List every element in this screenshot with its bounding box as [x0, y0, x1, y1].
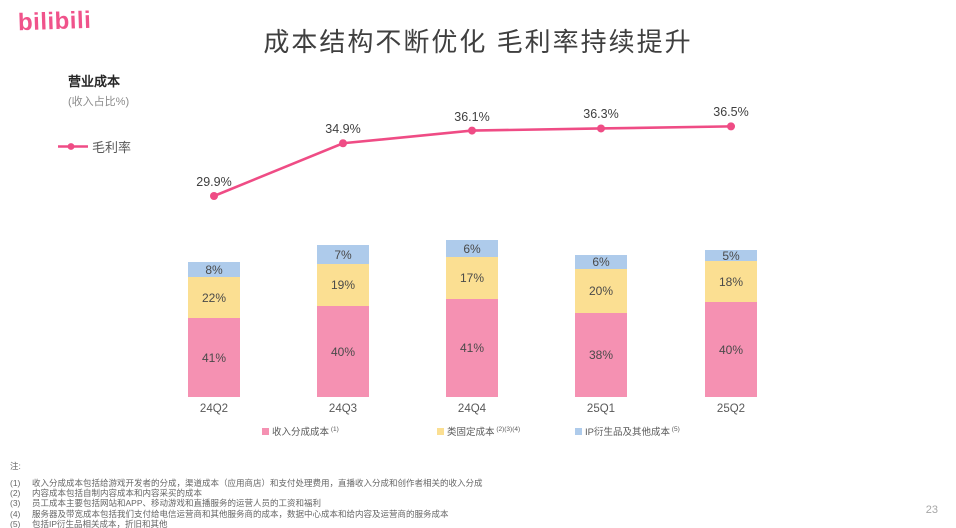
footnotes-heading: 注: — [10, 461, 21, 471]
legend-footnote-ref: (5) — [669, 425, 680, 433]
x-axis-label: 24Q4 — [457, 403, 487, 415]
bar-segment-label: 38% — [588, 348, 614, 362]
footnote-number: (5) — [10, 518, 21, 528]
bar-segment-label: 6% — [463, 241, 481, 256]
footnote: (5) 包括IP衍生品相关成本，折旧和其他 — [10, 519, 836, 528]
bar-segment: 40% — [317, 306, 369, 397]
line-point-label: 36.3% — [583, 107, 619, 122]
line-point — [339, 139, 347, 148]
line-point — [727, 122, 735, 131]
bar-segment-label: 7% — [334, 247, 352, 262]
footnote-number: (2) — [10, 488, 21, 499]
legend-label: 类固定成本 — [447, 427, 495, 438]
footnote-text: 内容成本包括自制内容成本和内容采买的成本 — [32, 488, 203, 499]
legend-footnote-ref: (1) — [329, 425, 339, 433]
bar-segment-label: 19% — [330, 278, 356, 292]
legend-swatch-icon — [262, 428, 269, 435]
footnote-text: 收入分成成本包括给游戏开发者的分成，渠道成本（应用商店）和支付处理费用，直播收入… — [32, 478, 483, 488]
line-point — [210, 192, 218, 200]
legend-item: 收入分成成本 (1) — [262, 424, 339, 438]
slide-title: 成本结构不断优化 毛利率持续提升 — [263, 27, 693, 57]
bar-segment-label: 18% — [718, 274, 744, 289]
x-axis-label: 24Q3 — [328, 403, 358, 415]
bar-segment: 18% — [705, 261, 757, 302]
footnote: (4) 服务器及带宽成本包括我们支付给电信运营商和其他服务商的成本，数据中心成本和… — [10, 509, 836, 519]
line-point-label: 36.1% — [454, 109, 490, 124]
x-axis-label: 24Q2 — [199, 403, 229, 415]
bar-segment: 22% — [188, 277, 240, 318]
y-axis-title: 营业成本 (收入占比%) — [68, 71, 129, 109]
bar-24Q3: 40% 19% 7% — [317, 245, 369, 397]
bar-segment: 41% — [188, 318, 240, 397]
bar-segment: 5% — [705, 248, 757, 263]
footnote: (2) 内容成本包括自制内容成本和内容采买的成本 — [10, 488, 836, 498]
bar-segment-label: 22% — [201, 290, 227, 305]
page-number: 23 — [925, 504, 938, 516]
line-marker-icon — [58, 143, 88, 150]
footnote-number: (1) — [10, 478, 21, 488]
footnote: (3) 员工成本主要包括网站和APP、移动游戏和直播服务的运营人员的工资和福利 — [10, 498, 836, 508]
line-point-label: 29.9% — [196, 175, 232, 189]
line-point — [597, 124, 605, 133]
bar-25Q1: 38% 20% 6% — [575, 255, 627, 397]
bar-segment: 40% — [705, 302, 757, 397]
axis-title-text: 营业成本 — [68, 74, 121, 89]
bar-segment-label: 5% — [722, 248, 740, 263]
bar-segment-label: 41% — [201, 350, 227, 365]
bar-segment-label: 40% — [718, 342, 744, 357]
footnotes: 注: (1) 收入分成成本包括给游戏开发者的分成，渠道成本（应用商店）和支付处理费… — [10, 460, 836, 528]
legend-item: 类固定成本 (2)(3)(4) — [437, 424, 520, 438]
footnote-text: 员工成本主要包括网站和APP、移动游戏和直播服务的运营人员的工资和福利 — [32, 498, 322, 509]
bar-segment: 8% — [188, 262, 240, 277]
x-axis-label: 25Q2 — [716, 403, 746, 415]
gross-margin-legend: 毛利率 — [58, 137, 131, 156]
footnote: (1) 收入分成成本包括给游戏开发者的分成，渠道成本（应用商店）和支付处理费用，直… — [10, 478, 836, 488]
legend-footnote-ref: (2)(3)(4) — [494, 425, 521, 433]
legend-label: 收入分成成本 — [272, 427, 330, 438]
bar-segment-label: 41% — [459, 341, 485, 355]
bar-segment-label: 20% — [588, 284, 614, 298]
legend-swatch-icon — [575, 428, 582, 435]
line-point-label: 36.5% — [713, 105, 749, 120]
line-point — [468, 126, 476, 135]
bar-segment-label: 17% — [459, 271, 485, 285]
bar-segment-label: 40% — [330, 344, 356, 359]
bar-24Q4: 41% 17% 6% — [446, 240, 498, 397]
footnote-text: 包括IP衍生品相关成本，折旧和其他 — [32, 518, 168, 528]
bar-segment: 20% — [575, 269, 627, 313]
line-point-label: 34.9% — [325, 122, 361, 137]
bar-series-legend: 收入分成成本 (1) 类固定成本 (2)(3)(4) IP衍生品及其他成本 (5) — [0, 424, 956, 440]
bar-segment: 7% — [317, 245, 369, 264]
footnote-number: (4) — [10, 508, 21, 519]
bar-segment: 41% — [446, 299, 498, 397]
bar-segment: 6% — [446, 240, 498, 257]
bar-24Q2: 41% 22% 8% — [188, 262, 240, 397]
gross-margin-line — [213, 125, 732, 198]
legend-swatch-icon — [437, 428, 444, 435]
bar-segment: 38% — [575, 313, 627, 397]
bar-segment: 19% — [317, 264, 369, 306]
x-axis-label: 25Q1 — [586, 403, 616, 415]
footnotes-list: (1) 收入分成成本包括给游戏开发者的分成，渠道成本（应用商店）和支付处理费用，直… — [10, 478, 836, 528]
bar-segment-label: 6% — [592, 255, 610, 269]
gross-margin-legend-label: 毛利率 — [92, 140, 132, 155]
bar-25Q2: 40% 18% 5% — [705, 248, 757, 397]
bar-segment: 6% — [575, 255, 627, 269]
legend-label: IP衍生品及其他成本 — [585, 427, 670, 438]
axis-subtitle-text: (收入占比%) — [68, 96, 130, 108]
bar-segment: 17% — [446, 257, 498, 299]
bar-segment-label: 8% — [205, 262, 223, 277]
legend-item: IP衍生品及其他成本 (5) — [575, 424, 680, 438]
footnote-text: 服务器及带宽成本包括我们支付给电信运营商和其他服务商的成本，数据中心成本和给内容… — [32, 508, 449, 519]
footnote-number: (3) — [10, 498, 21, 509]
